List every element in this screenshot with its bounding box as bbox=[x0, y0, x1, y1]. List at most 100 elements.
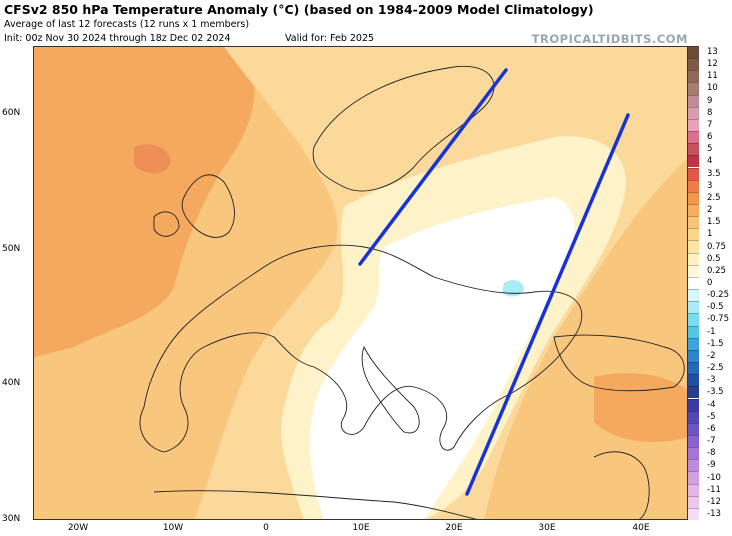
colorbar-swatch bbox=[688, 483, 699, 496]
colorbar-swatch bbox=[688, 179, 699, 192]
colorbar-swatch bbox=[688, 143, 699, 156]
colorbar-swatch bbox=[688, 337, 699, 350]
colorbar-tick-label: 5 bbox=[707, 144, 713, 155]
colorbar-tick-label: -1.5 bbox=[707, 338, 724, 349]
colorbar-tick-label: -6 bbox=[707, 423, 716, 434]
colorbar-swatch bbox=[688, 252, 699, 265]
colorbar-swatch bbox=[688, 106, 699, 119]
colorbar-swatch bbox=[688, 434, 699, 448]
colorbar: 13 12 11 10 9 8 7 6 5 4 3.5 3 2.5 2 1.5 1 0.75 0.5 0.25 0 -0… bbox=[688, 45, 732, 521]
anomaly-field-neutral bbox=[309, 197, 575, 519]
colorbar-swatch bbox=[688, 313, 699, 326]
colorbar-swatch bbox=[688, 495, 699, 508]
annotation-line-east bbox=[465, 113, 630, 496]
colorbar-tick-label: 2 bbox=[707, 205, 713, 216]
colorbar-swatch bbox=[688, 58, 699, 71]
valid-time-text: Valid for: Feb 2025 bbox=[285, 33, 375, 44]
lat-label-30n: 30N bbox=[2, 514, 21, 524]
colorbar-tick-label: 0.5 bbox=[707, 253, 721, 264]
lon-label-10w: 10W bbox=[162, 523, 184, 533]
colorbar-tick-label: 3 bbox=[707, 180, 713, 191]
colorbar-tick-label: 9 bbox=[707, 95, 713, 106]
colorbar-swatch bbox=[688, 471, 699, 484]
lat-label-40n: 40N bbox=[2, 378, 21, 388]
colorbar-swatch bbox=[688, 447, 699, 460]
map-header: CFSv2 850 hPa Temperature Anomaly (°C) (… bbox=[0, 0, 732, 46]
lon-label-20e: 20E bbox=[445, 523, 463, 533]
colorbar-tick-label: 0.25 bbox=[707, 265, 726, 276]
colorbar-swatch bbox=[688, 301, 699, 314]
colorbar-swatch bbox=[688, 398, 699, 411]
colorbar-tick-label: -5 bbox=[707, 411, 716, 422]
map-title: CFSv2 850 hPa Temperature Anomaly (°C) (… bbox=[4, 2, 594, 17]
colorbar-tick-label: -11 bbox=[707, 484, 721, 495]
annotation-line-west bbox=[358, 68, 508, 266]
colorbar-tick-label: -0.5 bbox=[707, 302, 724, 313]
colorbar-swatch bbox=[688, 240, 699, 253]
colorbar-tick-label: 11 bbox=[707, 71, 718, 82]
colorbar-swatch bbox=[688, 349, 699, 363]
colorbar-tick-label: -1 bbox=[707, 326, 716, 337]
colorbar-swatch bbox=[688, 410, 699, 423]
coast-north-africa bbox=[153, 490, 478, 519]
colorbar-tick-label: 2.5 bbox=[707, 192, 721, 203]
anomaly-map bbox=[33, 46, 688, 520]
colorbar-swatch bbox=[688, 70, 699, 83]
colorbar-tick-label: -4 bbox=[707, 399, 716, 410]
lon-label-40e: 40E bbox=[632, 523, 650, 533]
colorbar-tick-label: 1.5 bbox=[707, 217, 721, 228]
colorbar-tick-label: -7 bbox=[707, 436, 716, 447]
colorbar-tick-label: -12 bbox=[707, 496, 721, 507]
colorbar-tick-label: -2.5 bbox=[707, 363, 724, 374]
colorbar-swatch bbox=[688, 507, 699, 521]
lon-label-0: 0 bbox=[263, 523, 269, 533]
colorbar-swatch bbox=[688, 362, 699, 375]
colorbar-tick-label: -2 bbox=[707, 350, 716, 361]
colorbar-swatch bbox=[688, 325, 699, 338]
colorbar-swatch bbox=[688, 155, 699, 168]
coast-continental bbox=[139, 244, 583, 453]
anomaly-field-atlantic-warm bbox=[34, 47, 255, 357]
init-time-text: Init: 00z Nov 30 2024 through 18z Dec 02… bbox=[4, 33, 231, 44]
brand-watermark: TROPICALTIDBITS.COM bbox=[531, 32, 688, 46]
map-subtitle: Average of last 12 forecasts (12 runs x … bbox=[4, 19, 250, 30]
colorbar-swatch bbox=[688, 374, 699, 387]
colorbar-tick-label: -10 bbox=[707, 472, 721, 483]
colorbar-swatch bbox=[688, 422, 699, 435]
anomaly-field-hotspot bbox=[134, 144, 171, 174]
colorbar-tick-label: 7 bbox=[707, 119, 713, 130]
colorbar-swatch bbox=[688, 131, 699, 144]
lon-label-10e: 10E bbox=[352, 523, 370, 533]
colorbar-swatch bbox=[688, 45, 699, 59]
coast-ireland bbox=[153, 211, 180, 237]
colorbar-swatch bbox=[688, 203, 699, 217]
colorbar-swatch bbox=[688, 276, 699, 290]
colorbar-tick-label: -3 bbox=[707, 375, 716, 386]
colorbar-swatch bbox=[688, 82, 699, 95]
coast-uk bbox=[181, 174, 235, 238]
anomaly-field-cool-patch bbox=[502, 280, 524, 297]
lon-label-30e: 30E bbox=[538, 523, 556, 533]
colorbar-tick-label: 1 bbox=[707, 229, 713, 240]
colorbar-swatch bbox=[688, 216, 699, 229]
map-canvas bbox=[34, 47, 687, 519]
coast-italy bbox=[361, 345, 420, 434]
colorbar-tick-label: 12 bbox=[707, 59, 718, 70]
colorbar-tick-label: -8 bbox=[707, 448, 716, 459]
colorbar-tick-label: 13 bbox=[707, 47, 718, 57]
colorbar-swatch bbox=[688, 459, 699, 472]
colorbar-tick-label: -13 bbox=[707, 509, 721, 519]
colorbar-swatch bbox=[688, 191, 699, 204]
coast-levant bbox=[593, 451, 650, 519]
anomaly-field-east-warm bbox=[594, 372, 687, 442]
colorbar-tick-label: -0.75 bbox=[707, 314, 729, 325]
colorbar-swatch bbox=[688, 118, 699, 132]
colorbar-tick-label: -0.25 bbox=[707, 290, 729, 301]
colorbar-tick-label: 8 bbox=[707, 107, 713, 118]
colorbar-swatch bbox=[688, 167, 699, 180]
colorbar-swatch bbox=[688, 289, 699, 302]
colorbar-swatch bbox=[688, 386, 699, 399]
lat-label-50n: 50N bbox=[2, 244, 21, 254]
colorbar-tick-label: 3.5 bbox=[707, 168, 721, 179]
lat-label-60n: 60N bbox=[2, 108, 21, 118]
